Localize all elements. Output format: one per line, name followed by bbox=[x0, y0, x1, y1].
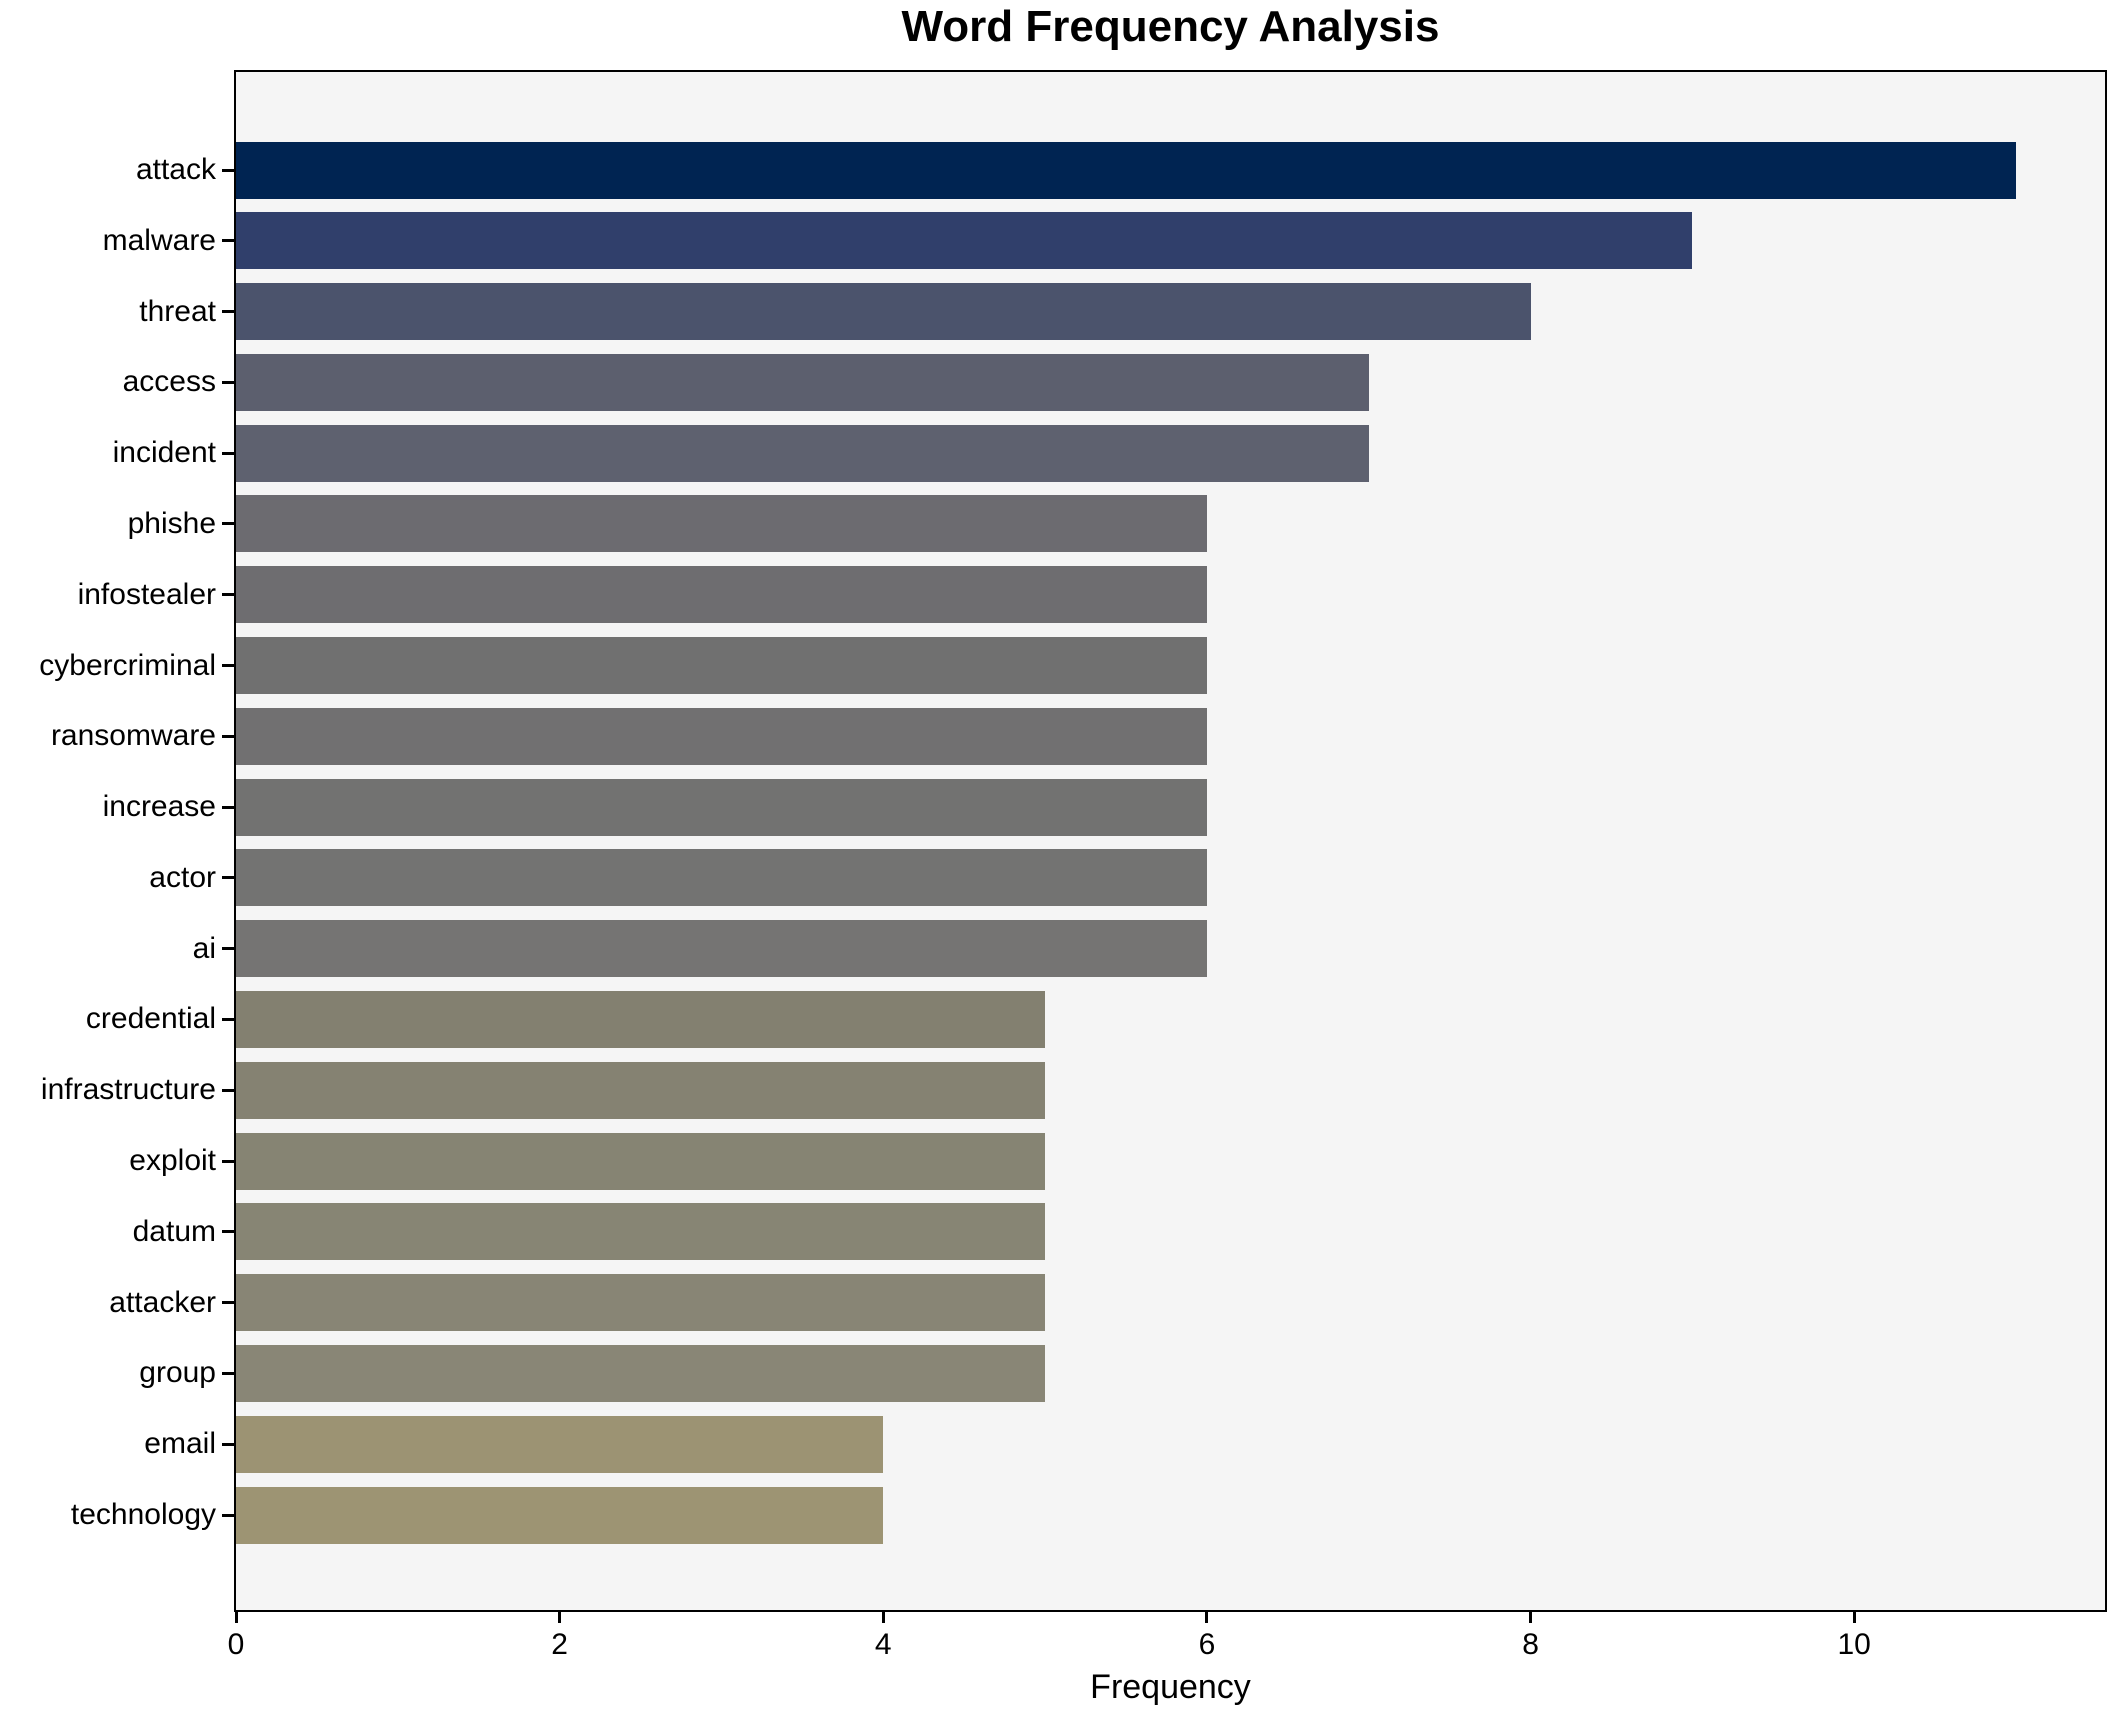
y-tick-label: access bbox=[122, 365, 216, 399]
x-tick-mark bbox=[234, 1612, 238, 1623]
y-tick-label: infostealer bbox=[77, 577, 216, 611]
x-axis-label: Frequency bbox=[1090, 1668, 1251, 1706]
bar-ai bbox=[236, 920, 1207, 978]
y-tick-mark bbox=[222, 805, 234, 809]
y-tick-mark bbox=[222, 664, 234, 668]
chart-title: Word Frequency Analysis bbox=[901, 2, 1440, 51]
x-tick-mark bbox=[881, 1612, 885, 1623]
y-tick-label: ransomware bbox=[50, 719, 216, 753]
y-tick-label: increase bbox=[102, 790, 216, 824]
y-tick-label: email bbox=[144, 1427, 216, 1461]
y-tick-label: actor bbox=[149, 860, 216, 894]
bar-attacker bbox=[236, 1274, 1046, 1332]
y-tick-mark bbox=[222, 380, 234, 384]
x-tick-label: 8 bbox=[1522, 1628, 1539, 1661]
bar-cybercriminal bbox=[236, 637, 1207, 695]
y-tick-mark bbox=[222, 734, 234, 738]
y-tick-mark bbox=[222, 168, 234, 172]
y-tick-mark bbox=[222, 1159, 234, 1163]
y-tick-label: malware bbox=[102, 223, 216, 257]
y-tick-label: credential bbox=[85, 1002, 216, 1036]
bar-increase bbox=[236, 778, 1207, 836]
y-tick-label: cybercriminal bbox=[39, 648, 216, 682]
y-tick-label: incident bbox=[112, 436, 216, 470]
bar-exploit bbox=[236, 1132, 1046, 1190]
y-tick-label: phishe bbox=[127, 506, 216, 540]
y-tick-mark bbox=[222, 1513, 234, 1517]
x-tick-mark bbox=[558, 1612, 562, 1623]
bar-group bbox=[236, 1344, 1046, 1402]
bar-infostealer bbox=[236, 566, 1207, 624]
y-tick-label: ai bbox=[192, 931, 216, 965]
bar-attack bbox=[236, 141, 2016, 199]
y-tick-label: technology bbox=[70, 1498, 216, 1531]
bar-malware bbox=[236, 212, 1693, 270]
x-tick-mark bbox=[1205, 1612, 1209, 1623]
y-tick-label: exploit bbox=[129, 1144, 216, 1178]
y-tick-mark bbox=[222, 1017, 234, 1021]
bar-actor bbox=[236, 849, 1207, 907]
x-tick-label: 6 bbox=[1198, 1628, 1216, 1661]
x-tick-label: 10 bbox=[1837, 1628, 1871, 1661]
y-tick-mark bbox=[222, 239, 234, 243]
y-tick-mark bbox=[222, 876, 234, 880]
y-tick-label: group bbox=[139, 1356, 216, 1390]
y-tick-mark bbox=[222, 1371, 234, 1375]
y-tick-label: infrastructure bbox=[40, 1073, 216, 1107]
bar-phishe bbox=[236, 495, 1207, 553]
x-tick-mark bbox=[1529, 1612, 1533, 1623]
y-tick-mark bbox=[222, 310, 234, 314]
x-tick-label: 4 bbox=[874, 1628, 892, 1661]
bar-incident bbox=[236, 424, 1369, 482]
bar-technology bbox=[236, 1486, 884, 1544]
y-tick-mark bbox=[222, 522, 234, 526]
y-tick-label: datum bbox=[132, 1214, 216, 1248]
y-tick-mark bbox=[222, 1301, 234, 1305]
y-tick-mark bbox=[222, 593, 234, 597]
x-tick-mark bbox=[1852, 1612, 1856, 1623]
bar-email bbox=[236, 1415, 884, 1473]
x-tick-label: 2 bbox=[551, 1628, 568, 1661]
y-tick-label: threat bbox=[139, 294, 216, 328]
bar-threat bbox=[236, 283, 1531, 341]
bar-infrastructure bbox=[236, 1061, 1046, 1119]
y-tick-mark bbox=[222, 1088, 234, 1092]
bar-credential bbox=[236, 990, 1046, 1048]
bar-datum bbox=[236, 1203, 1046, 1261]
x-tick-label: 0 bbox=[227, 1628, 245, 1661]
bar-access bbox=[236, 353, 1369, 411]
y-tick-mark bbox=[222, 1442, 234, 1446]
y-tick-label: attacker bbox=[109, 1285, 216, 1319]
y-tick-mark bbox=[222, 451, 234, 455]
bar-ransomware bbox=[236, 707, 1207, 765]
y-tick-label: attack bbox=[135, 153, 216, 186]
y-tick-mark bbox=[222, 1230, 234, 1234]
y-tick-mark bbox=[222, 947, 234, 951]
